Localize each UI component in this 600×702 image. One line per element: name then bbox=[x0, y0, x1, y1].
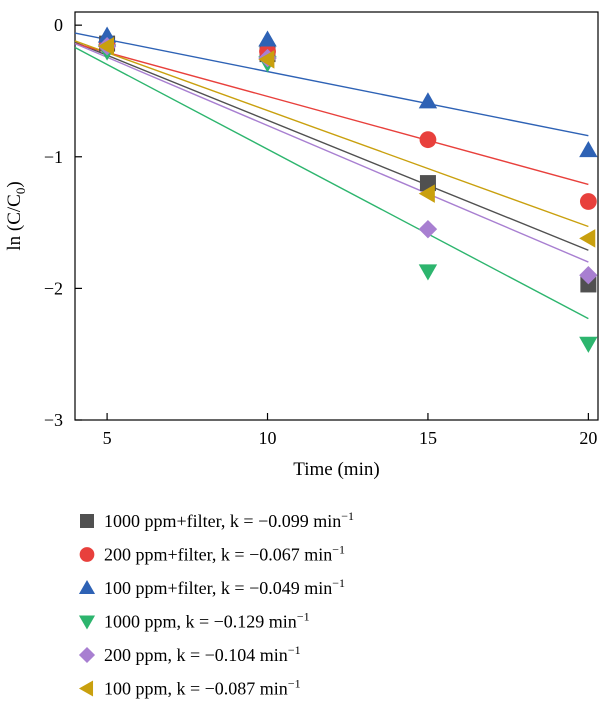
y-axis-title: ln (C/C0) bbox=[4, 181, 28, 250]
legend-label-superscript: −1 bbox=[297, 610, 310, 624]
legend-label: 1000 ppm, k = −0.129 min−1 bbox=[104, 610, 310, 632]
x-axis-title: Time (min) bbox=[293, 459, 379, 480]
legend-item: 100 ppm, k = −0.087 min−1 bbox=[78, 677, 301, 699]
plot-frame bbox=[74, 11, 599, 421]
x-tick-label: 15 bbox=[419, 428, 437, 448]
data-point bbox=[418, 92, 438, 109]
data-point bbox=[579, 140, 598, 158]
fit-line bbox=[74, 41, 589, 251]
plot-area: 5 10 15 20 0 −1 −2 −3 bbox=[44, 11, 599, 448]
legend-label-superscript: −1 bbox=[341, 509, 354, 523]
x-tick-label: 5 bbox=[103, 428, 112, 448]
x-tick-label: 10 bbox=[259, 428, 277, 448]
legend-item: 100 ppm+filter, k = −0.049 min−1 bbox=[78, 576, 345, 598]
legend-label-superscript: −1 bbox=[332, 576, 345, 590]
legend-label-main: 200 ppm+filter, k = −0.067 min bbox=[104, 545, 332, 565]
y-tick-label: −1 bbox=[44, 147, 63, 167]
legend-marker bbox=[78, 615, 96, 630]
fit-lines bbox=[74, 32, 589, 320]
fit-line bbox=[74, 42, 589, 186]
legend-marker bbox=[80, 514, 94, 528]
y-axis-title-main: ln (C/C bbox=[4, 194, 25, 250]
data-point bbox=[258, 50, 275, 69]
legend-label-main: 100 ppm+filter, k = −0.049 min bbox=[104, 578, 332, 598]
data-point bbox=[579, 266, 598, 285]
data-point bbox=[579, 193, 597, 210]
legend-marker bbox=[79, 547, 95, 562]
x-axis-ticks: 5 10 15 20 bbox=[103, 413, 597, 448]
y-axis-title-end: ) bbox=[4, 181, 25, 187]
legend-label: 200 ppm, k = −0.104 min−1 bbox=[104, 643, 301, 665]
legend-label: 100 ppm, k = −0.087 min−1 bbox=[104, 677, 301, 699]
legend-label-superscript: −1 bbox=[288, 643, 301, 657]
data-markers bbox=[97, 26, 598, 353]
data-point bbox=[418, 264, 438, 281]
legend-item: 1000 ppm, k = −0.129 min−1 bbox=[78, 610, 310, 632]
data-point bbox=[419, 131, 437, 149]
legend-marker bbox=[78, 579, 96, 595]
data-point bbox=[418, 184, 435, 203]
legend-label-main: 100 ppm, k = −0.087 min bbox=[104, 679, 288, 699]
y-tick-label: 0 bbox=[54, 15, 63, 35]
data-point bbox=[97, 37, 114, 56]
legend-label-main: 1000 ppm+filter, k = −0.099 min bbox=[104, 511, 341, 531]
legend-label: 1000 ppm+filter, k = −0.099 min−1 bbox=[104, 509, 354, 531]
y-axis-ticks: 0 −1 −2 −3 bbox=[44, 15, 82, 430]
data-point bbox=[579, 229, 596, 248]
data-point bbox=[580, 276, 597, 293]
legend-label-main: 200 ppm, k = −0.104 min bbox=[104, 645, 288, 665]
data-point bbox=[258, 30, 277, 47]
fit-line bbox=[74, 32, 589, 137]
fit-line bbox=[74, 42, 589, 263]
y-axis-title-subscript: 0 bbox=[13, 188, 28, 195]
fit-line bbox=[74, 46, 589, 320]
legend-marker bbox=[78, 680, 94, 697]
legend-marker bbox=[78, 646, 96, 664]
fit-line bbox=[74, 40, 589, 228]
data-point bbox=[579, 336, 598, 353]
legend-item: 200 ppm, k = −0.104 min−1 bbox=[78, 643, 301, 665]
legend-label-main: 1000 ppm, k = −0.129 min bbox=[104, 612, 297, 632]
y-tick-label: −2 bbox=[44, 278, 63, 298]
legend-label-superscript: −1 bbox=[288, 677, 301, 691]
legend-item: 200 ppm+filter, k = −0.067 min−1 bbox=[79, 543, 345, 565]
legend-label: 100 ppm+filter, k = −0.049 min−1 bbox=[104, 576, 345, 598]
x-tick-label: 20 bbox=[579, 428, 597, 448]
legend-item: 1000 ppm+filter, k = −0.099 min−1 bbox=[80, 509, 354, 531]
data-point bbox=[418, 219, 438, 239]
legend-label-superscript: −1 bbox=[332, 543, 345, 557]
legend-label: 200 ppm+filter, k = −0.067 min−1 bbox=[104, 543, 345, 565]
y-tick-label: −3 bbox=[44, 410, 63, 430]
